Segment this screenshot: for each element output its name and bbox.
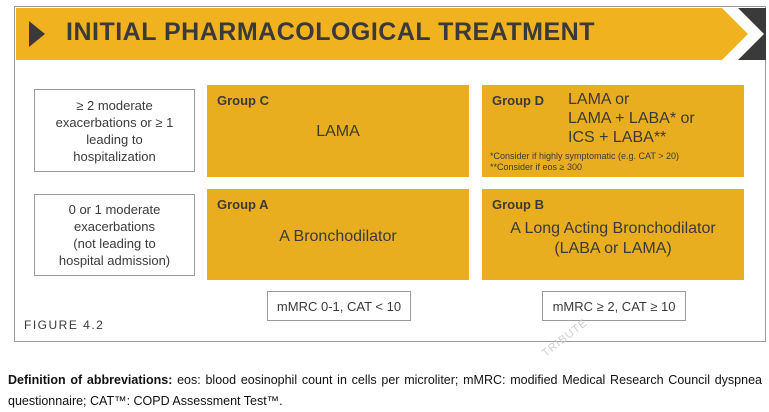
banner-arrow-icon <box>29 21 45 47</box>
figure-label: FIGURE 4.2 <box>24 318 105 332</box>
banner-title: INITIAL PHARMACOLOGICAL TREATMENT <box>66 18 595 46</box>
group-b-name: Group B <box>492 197 544 212</box>
row-label-line: ≥ 2 moderate <box>76 97 153 113</box>
group-c-box: Group C LAMA <box>207 85 469 177</box>
axis-label-high-symptoms: mMRC ≥ 2, CAT ≥ 10 <box>542 291 686 321</box>
group-b-treatment-line: (LABA or LAMA) <box>554 240 672 257</box>
group-d-treatment-line: ICS + LABA** <box>568 129 667 146</box>
group-a-name: Group A <box>217 197 269 212</box>
group-c-treatment: LAMA <box>316 123 360 140</box>
group-c-name: Group C <box>217 93 269 108</box>
group-d-note-eos: **Consider if eos ≥ 300 <box>490 162 582 172</box>
group-b-treatment-line: A Long Acting Bronchodilator <box>510 220 716 237</box>
banner-chevron-gap <box>722 8 762 60</box>
row-label-line: exacerbations <box>74 219 155 234</box>
abbreviations-footnote: Definition of abbreviations: eos: blood … <box>8 370 762 412</box>
row-label-line: leading to <box>86 131 143 147</box>
row-label-high-exacerbation: ≥ 2 moderate exacerbations or ≥ 1 leadin… <box>34 89 195 172</box>
row-label-line: (not leading to <box>73 236 156 251</box>
axis-label-low-symptoms: mMRC 0-1, CAT < 10 <box>267 291 411 321</box>
group-d-treatment: LAMA or LAMA + LABA* or ICS + LABA** <box>568 90 695 147</box>
row-label-low-exacerbation: 0 or 1 moderate exacerbations (not leadi… <box>34 194 195 276</box>
group-d-name: Group D <box>492 93 544 108</box>
banner-chevron-dark <box>738 8 766 60</box>
footnote-text: eos: blood eosinophil count in cells per… <box>8 373 762 408</box>
footnote-label: Definition of abbreviations: <box>8 373 173 387</box>
group-a-box: Group A A Bronchodilator <box>207 189 469 280</box>
group-b-box: Group B A Long Acting Bronchodilator (LA… <box>482 189 744 280</box>
group-a-treatment: A Bronchodilator <box>279 228 397 245</box>
row-label-line: exacerbations or ≥ 1 <box>55 114 174 130</box>
row-label-line: hospitalization <box>73 148 156 164</box>
group-d-note-cat: *Consider if highly symptomatic (e.g. CA… <box>490 151 679 161</box>
title-banner: INITIAL PHARMACOLOGICAL TREATMENT <box>16 8 766 60</box>
row-label-line: hospital admission) <box>58 253 171 268</box>
banner-shape <box>16 8 766 60</box>
group-b-treatment: A Long Acting Bronchodilator (LABA or LA… <box>482 219 744 259</box>
banner-background <box>16 8 762 60</box>
group-d-treatment-line: LAMA + LABA* or <box>568 110 695 127</box>
row-label-line: 0 or 1 moderate <box>68 202 161 217</box>
group-d-treatment-line: LAMA or <box>568 91 630 108</box>
group-d-box: Group D LAMA or LAMA + LABA* or ICS + LA… <box>482 85 744 177</box>
